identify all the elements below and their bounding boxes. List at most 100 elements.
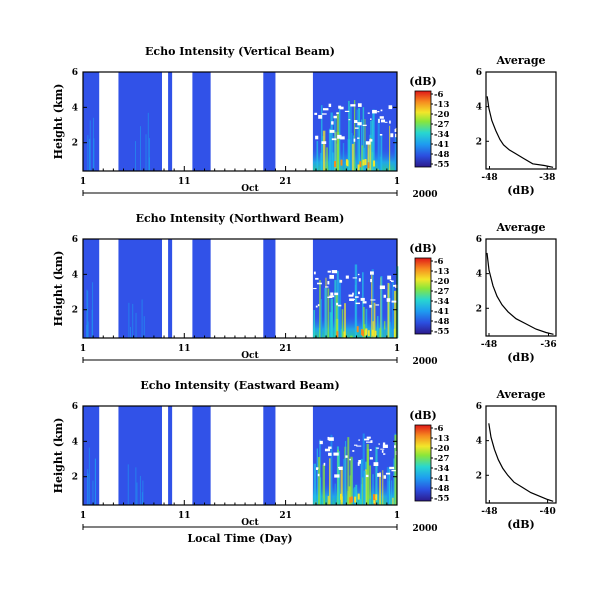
missing-speckle — [329, 129, 335, 133]
missing-speckle — [345, 455, 348, 458]
echo-peak — [374, 330, 377, 337]
colorbar-tick-label: -55 — [434, 160, 449, 170]
echo-peak — [364, 159, 367, 166]
average-x-label: (dB) — [507, 184, 534, 197]
echo-streak — [139, 475, 141, 505]
echo-streak — [354, 487, 356, 505]
echo-streak — [337, 451, 340, 505]
missing-speckle — [381, 450, 384, 453]
missing-speckle — [352, 450, 355, 452]
echo-streak — [391, 497, 394, 505]
year-label: 2000 — [412, 357, 437, 367]
missing-speckle — [352, 277, 358, 279]
echo-streak — [375, 446, 378, 505]
missing-speckle — [390, 280, 394, 282]
echo-streak — [393, 458, 395, 505]
missing-speckle — [349, 458, 351, 461]
echo-streak — [134, 141, 136, 171]
echo-streak — [337, 132, 340, 171]
colorbar-unit: (dB) — [409, 242, 436, 255]
echo-streak — [372, 321, 374, 338]
echo-streak — [341, 309, 344, 338]
echo-streak — [348, 486, 351, 505]
echo-streak — [322, 130, 326, 171]
missing-speckle — [379, 133, 383, 136]
echo-streak — [145, 134, 147, 171]
missing-speckle — [358, 278, 361, 282]
echo-streak — [319, 280, 321, 338]
missing-speckle — [331, 270, 338, 274]
echo-streak — [366, 443, 369, 505]
echo-peak — [340, 493, 343, 500]
echo-streak — [391, 480, 393, 505]
echo-streak — [136, 482, 138, 505]
missing-speckle — [357, 273, 360, 276]
echo-streak — [330, 434, 333, 505]
echo-peak — [343, 331, 346, 338]
colorbar-tick-label: -41 — [434, 474, 449, 484]
echo-streak — [347, 139, 349, 171]
missing-speckle — [386, 298, 391, 302]
missing-speckle — [333, 115, 337, 119]
echo-streak — [395, 290, 398, 338]
echo-streak — [142, 480, 144, 505]
echo-streak — [324, 287, 327, 338]
echo-streak — [340, 466, 343, 505]
missing-speckle — [365, 474, 369, 478]
missing-speckle — [379, 116, 384, 119]
echo-peak — [350, 496, 353, 503]
echo-streak — [349, 475, 351, 505]
x-tick-label: 11 — [178, 511, 191, 521]
missing-speckle — [328, 446, 332, 449]
echo-streak — [313, 463, 317, 505]
average-y-tick-label: 4 — [476, 437, 482, 447]
echo-streak — [394, 168, 397, 171]
data-segment — [263, 72, 276, 171]
colorbar-tick-label: -41 — [434, 140, 449, 150]
echo-streak — [351, 143, 354, 171]
colorbar-tick-label: -27 — [434, 287, 449, 297]
missing-speckle — [383, 475, 387, 479]
missing-speckle — [394, 128, 398, 133]
y-tick-label: 6 — [72, 402, 78, 412]
echo-streak — [127, 464, 129, 505]
average-x-label: (dB) — [507, 518, 534, 531]
plot-frame — [82, 238, 398, 339]
missing-speckle — [389, 120, 391, 124]
echo-streak — [369, 138, 372, 171]
average-title: Average — [495, 388, 545, 401]
missing-speckle — [353, 444, 358, 446]
echo-streak — [148, 138, 150, 171]
average-x-tick-label: -40 — [539, 507, 555, 517]
average-y-tick-label: 2 — [476, 304, 482, 314]
missing-speckle — [395, 127, 400, 130]
plot-frame — [82, 405, 398, 506]
echo-streak — [328, 128, 331, 171]
echo-streak — [388, 283, 391, 338]
y-tick-label: 6 — [72, 235, 78, 245]
missing-speckle — [328, 437, 334, 441]
missing-speckle — [348, 119, 351, 121]
data-segment — [83, 406, 100, 505]
echo-streak — [140, 126, 142, 171]
average-y-tick-label: 6 — [476, 235, 482, 245]
echo-streak — [87, 290, 89, 338]
echo-peak — [336, 331, 339, 338]
panel-2: Echo Intensity (Eastward Beam) 2 4 6 Height … — [52, 379, 557, 545]
missing-speckle — [360, 297, 365, 301]
missing-speckle — [385, 472, 391, 475]
echo-streak — [380, 276, 383, 338]
echo-streak — [86, 324, 88, 338]
missing-speckle — [313, 271, 316, 275]
average-x-tick-label: -48 — [481, 173, 497, 183]
average-y-tick-label: 2 — [476, 137, 482, 147]
echo-peak — [373, 497, 376, 504]
missing-speckle — [391, 300, 397, 303]
echo-streak — [93, 138, 95, 171]
echo-streak — [92, 480, 94, 505]
colorbar — [414, 424, 432, 502]
echo-peak — [367, 162, 370, 169]
echo-streak — [362, 147, 365, 171]
x-tick-label: 21 — [279, 511, 292, 521]
missing-speckle — [380, 119, 386, 123]
